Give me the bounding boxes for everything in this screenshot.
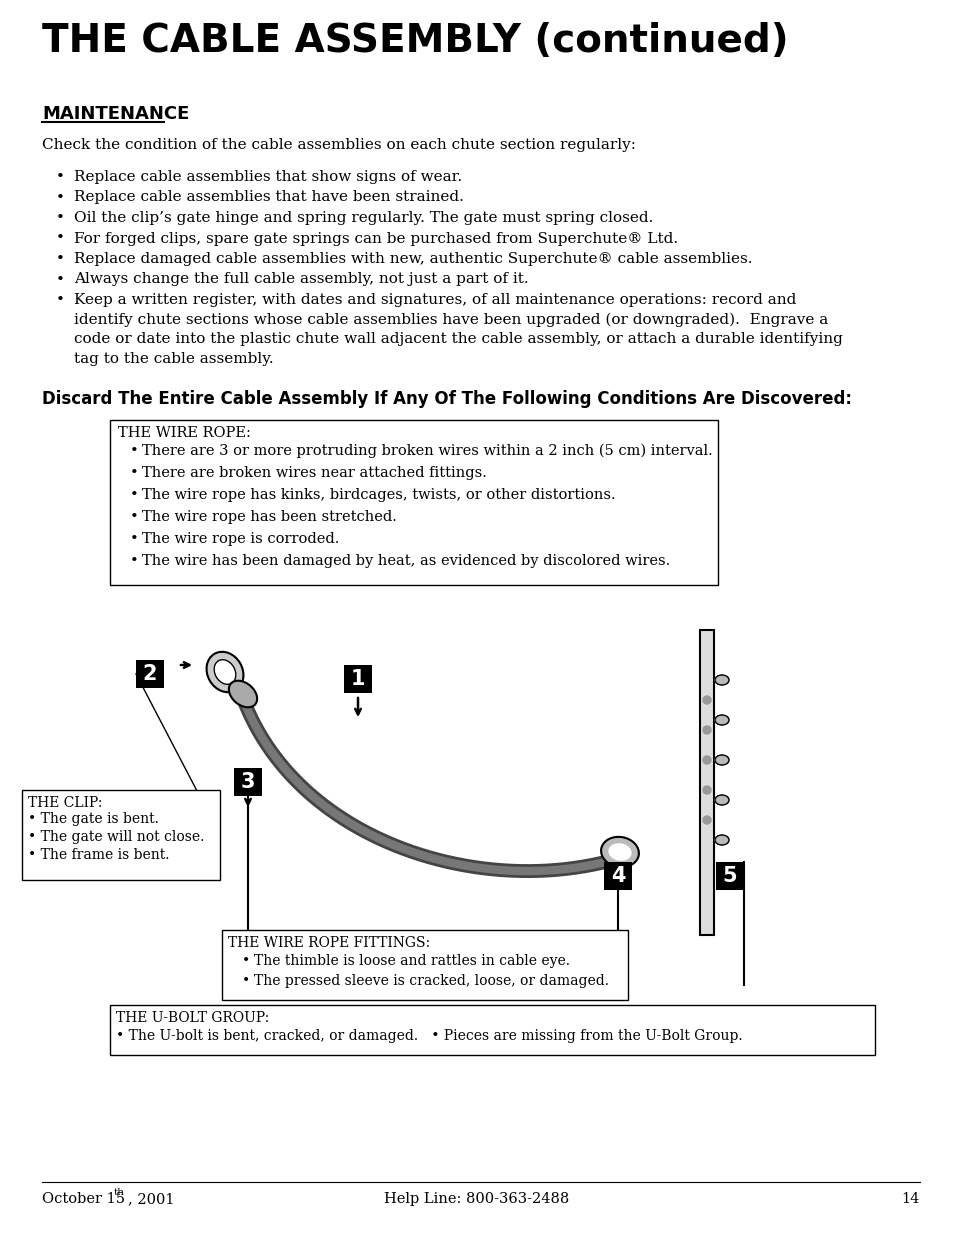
Ellipse shape xyxy=(714,835,728,845)
Text: There are broken wires near attached fittings.: There are broken wires near attached fit… xyxy=(142,466,486,480)
Text: The wire has been damaged by heat, as evidenced by discolored wires.: The wire has been damaged by heat, as ev… xyxy=(142,555,670,568)
Ellipse shape xyxy=(207,652,243,692)
Text: Keep a written register, with dates and signatures, of all maintenance operation: Keep a written register, with dates and … xyxy=(74,293,796,308)
Text: •: • xyxy=(56,211,65,225)
Ellipse shape xyxy=(229,680,257,708)
Text: The wire rope is corroded.: The wire rope is corroded. xyxy=(142,532,339,546)
Text: THE WIRE ROPE:: THE WIRE ROPE: xyxy=(118,426,251,440)
Text: • The U-bolt is bent, cracked, or damaged.   • Pieces are missing from the U-Bol: • The U-bolt is bent, cracked, or damage… xyxy=(116,1029,741,1044)
Bar xyxy=(233,768,262,797)
Circle shape xyxy=(702,756,710,764)
Bar xyxy=(603,862,631,890)
Text: THE WIRE ROPE FITTINGS:: THE WIRE ROPE FITTINGS: xyxy=(228,936,430,950)
Text: •: • xyxy=(130,532,138,546)
Text: Check the condition of the cable assemblies on each chute section regularly:: Check the condition of the cable assembl… xyxy=(42,138,636,152)
Text: The wire rope has kinks, birdcages, twists, or other distortions.: The wire rope has kinks, birdcages, twis… xyxy=(142,488,615,501)
Circle shape xyxy=(702,697,710,704)
Text: 4: 4 xyxy=(610,866,624,885)
Text: THE U-BOLT GROUP:: THE U-BOLT GROUP: xyxy=(116,1011,269,1025)
Bar xyxy=(716,862,743,890)
Text: •: • xyxy=(130,466,138,480)
Text: October 15: October 15 xyxy=(42,1192,125,1207)
Bar xyxy=(110,420,718,585)
Bar xyxy=(700,630,713,935)
Ellipse shape xyxy=(714,676,728,685)
Ellipse shape xyxy=(714,795,728,805)
Text: , 2001: , 2001 xyxy=(128,1192,174,1207)
Text: 5: 5 xyxy=(722,866,737,885)
Text: Discard The Entire Cable Assembly If Any Of The Following Conditions Are Discove: Discard The Entire Cable Assembly If Any… xyxy=(42,390,851,408)
Text: •: • xyxy=(56,170,65,184)
Text: Help Line: 800-363-2488: Help Line: 800-363-2488 xyxy=(384,1192,569,1207)
Text: • The gate is bent.: • The gate is bent. xyxy=(28,811,159,826)
Ellipse shape xyxy=(714,755,728,764)
Text: th: th xyxy=(113,1188,125,1197)
Text: 2: 2 xyxy=(143,664,157,684)
Text: 14: 14 xyxy=(901,1192,919,1207)
Text: •: • xyxy=(130,510,138,524)
Text: tag to the cable assembly.: tag to the cable assembly. xyxy=(74,352,274,366)
Bar xyxy=(110,1005,874,1055)
Text: • The gate will not close.: • The gate will not close. xyxy=(28,830,204,844)
Text: • The frame is bent.: • The frame is bent. xyxy=(28,848,170,862)
Ellipse shape xyxy=(608,844,630,860)
Text: Replace damaged cable assemblies with new, authentic Superchute® cable assemblie: Replace damaged cable assemblies with ne… xyxy=(74,252,752,266)
Text: The thimble is loose and rattles in cable eye.: The thimble is loose and rattles in cabl… xyxy=(253,953,569,968)
Text: Oil the clip’s gate hinge and spring regularly. The gate must spring closed.: Oil the clip’s gate hinge and spring reg… xyxy=(74,211,653,225)
Text: •: • xyxy=(56,252,65,266)
Text: •: • xyxy=(130,445,138,458)
Text: Replace cable assemblies that show signs of wear.: Replace cable assemblies that show signs… xyxy=(74,170,461,184)
Text: There are 3 or more protruding broken wires within a 2 inch (5 cm) interval.: There are 3 or more protruding broken wi… xyxy=(142,445,712,458)
Text: code or date into the plastic chute wall adjacent the cable assembly, or attach : code or date into the plastic chute wall… xyxy=(74,332,842,346)
Circle shape xyxy=(702,816,710,824)
Circle shape xyxy=(702,785,710,794)
Text: •: • xyxy=(56,231,65,246)
Text: THE CLIP:: THE CLIP: xyxy=(28,797,102,810)
Text: MAINTENANCE: MAINTENANCE xyxy=(42,105,190,124)
Text: 3: 3 xyxy=(240,772,255,792)
Ellipse shape xyxy=(600,837,639,867)
Text: •: • xyxy=(56,190,65,205)
Text: THE CABLE ASSEMBLY (continued): THE CABLE ASSEMBLY (continued) xyxy=(42,22,788,61)
Text: •: • xyxy=(130,555,138,568)
Text: Replace cable assemblies that have been strained.: Replace cable assemblies that have been … xyxy=(74,190,463,205)
Text: For forged clips, spare gate springs can be purchased from Superchute® Ltd.: For forged clips, spare gate springs can… xyxy=(74,231,678,246)
Text: •: • xyxy=(130,488,138,501)
Bar xyxy=(22,790,220,881)
Ellipse shape xyxy=(714,715,728,725)
Bar xyxy=(344,664,372,693)
Text: •: • xyxy=(242,953,250,968)
Text: The wire rope has been stretched.: The wire rope has been stretched. xyxy=(142,510,396,524)
Bar xyxy=(222,930,627,1000)
Ellipse shape xyxy=(213,659,235,684)
Bar xyxy=(136,659,164,688)
Circle shape xyxy=(702,726,710,734)
Text: •: • xyxy=(56,293,65,308)
Text: identify chute sections whose cable assemblies have been upgraded (or downgraded: identify chute sections whose cable asse… xyxy=(74,312,827,327)
Text: 1: 1 xyxy=(351,669,365,689)
Text: The pressed sleeve is cracked, loose, or damaged.: The pressed sleeve is cracked, loose, or… xyxy=(253,974,608,988)
Text: Always change the full cable assembly, not just a part of it.: Always change the full cable assembly, n… xyxy=(74,273,528,287)
Text: •: • xyxy=(56,273,65,287)
Text: •: • xyxy=(242,974,250,988)
